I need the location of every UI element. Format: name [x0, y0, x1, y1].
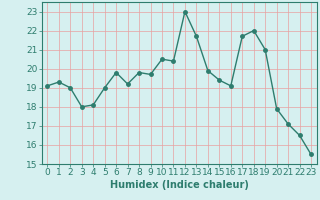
X-axis label: Humidex (Indice chaleur): Humidex (Indice chaleur) [110, 180, 249, 190]
